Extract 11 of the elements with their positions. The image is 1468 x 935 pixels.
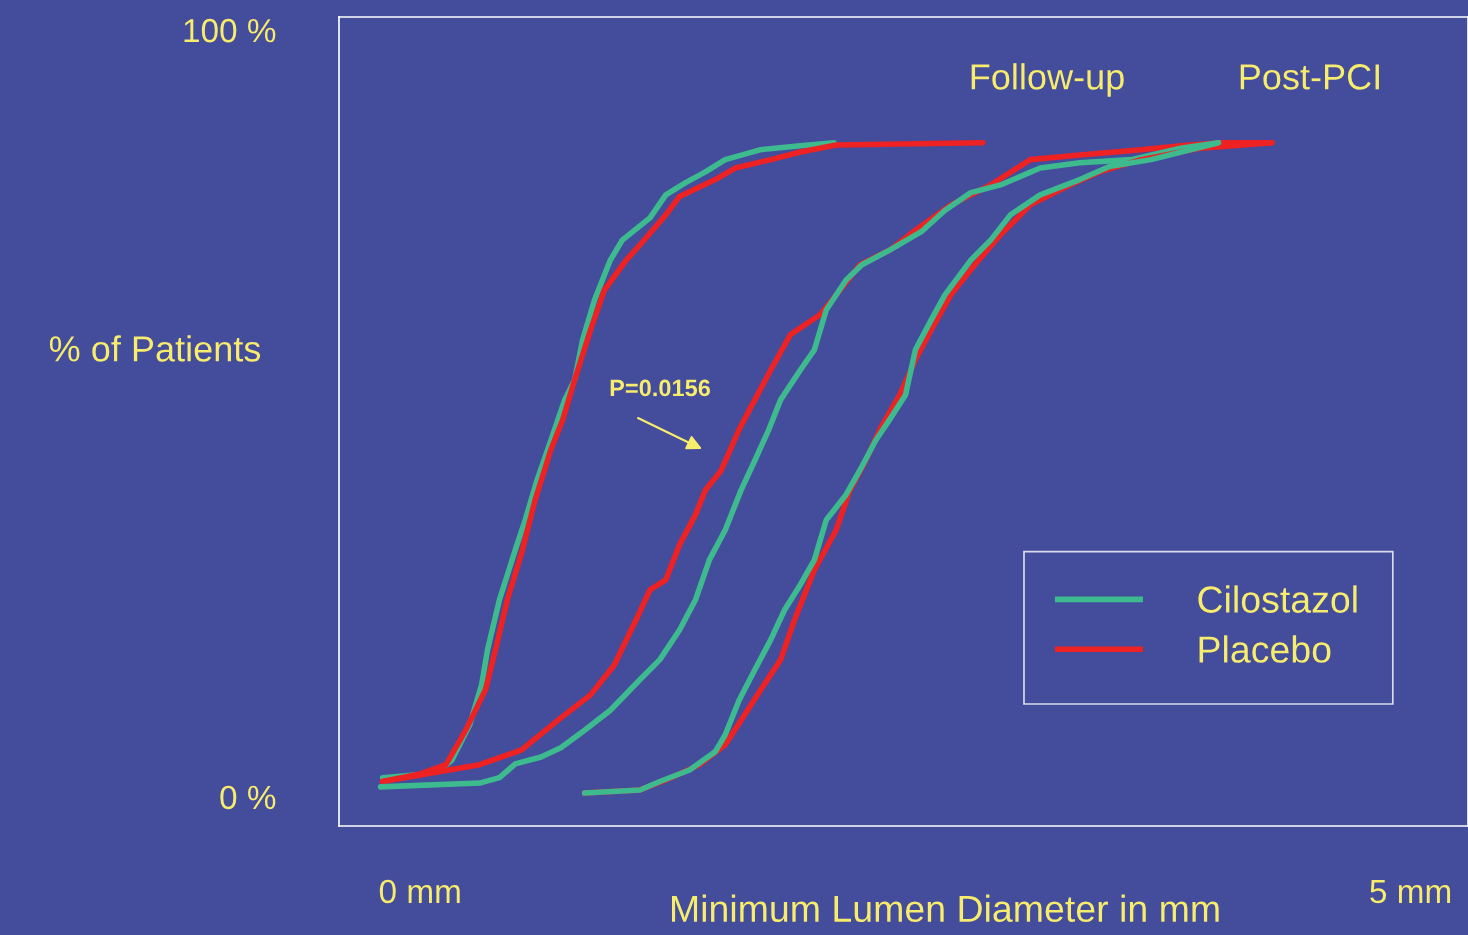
y-tick-label: 0 % — [220, 785, 276, 810]
x-axis-title: Minimum Lumen Diameter in mm — [671, 894, 1219, 923]
y-tick-label: 100 % — [184, 18, 276, 43]
annotation: Post-PCI — [1240, 64, 1379, 90]
annotation: Follow-up — [971, 63, 1124, 97]
x-tick-label: 0 mm — [379, 879, 460, 904]
legend-label: Cilostazol — [1198, 585, 1357, 613]
legend-label: Placebo — [1199, 635, 1331, 663]
x-tick-label: 5 mm — [1370, 880, 1451, 904]
annotation: P=0.0156 — [610, 379, 711, 397]
y-axis-title: % of Patients — [49, 335, 261, 362]
